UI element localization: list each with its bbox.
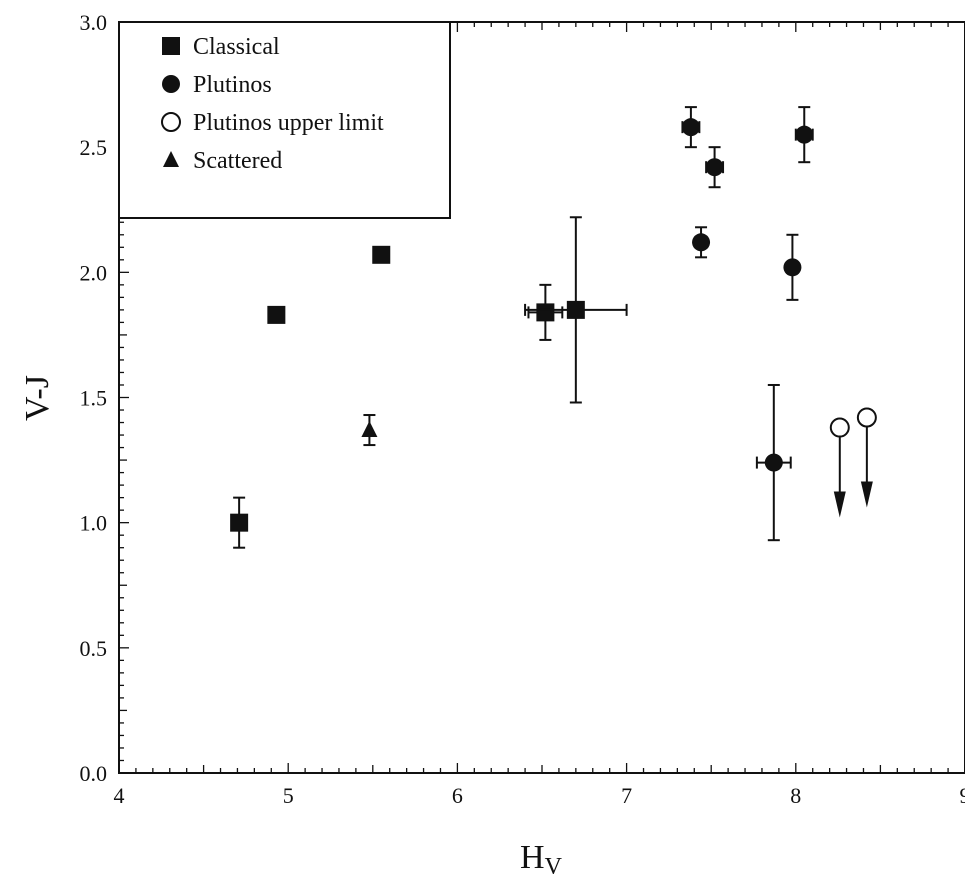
y-tick-label: 2.5 xyxy=(80,135,108,160)
x-tick-label: 9 xyxy=(960,783,965,808)
x-axis-title-main: H xyxy=(520,839,545,874)
legend-marker-circle-open xyxy=(161,112,181,132)
y-axis-title: V-J xyxy=(19,375,56,421)
x-tick-label: 8 xyxy=(790,783,801,808)
y-tick-label: 0.5 xyxy=(80,636,108,661)
legend: Classical Plutinos Plutinos upper limit Sca… xyxy=(118,21,451,219)
data-point-square-filled xyxy=(230,513,249,532)
data-point-circle-filled xyxy=(681,118,700,137)
legend-marker-triangle-filled xyxy=(163,151,179,167)
x-axis-title: HV xyxy=(520,839,563,874)
y-tick-label: 1.5 xyxy=(80,386,108,411)
x-tick-label: 5 xyxy=(283,783,294,808)
data-point-circle-open xyxy=(856,407,877,428)
data-point-circle-filled xyxy=(705,158,724,177)
x-tick-label: 7 xyxy=(621,783,632,808)
y-tick-label: 1.0 xyxy=(80,511,108,536)
y-tick-label: 2.0 xyxy=(80,260,108,285)
y-tick-label: 0.0 xyxy=(80,761,108,786)
legend-marker-circle-filled xyxy=(162,75,180,93)
legend-label: Plutinos xyxy=(193,72,272,98)
upper-limit-arrow-head xyxy=(833,491,846,518)
y-tick-label: 3.0 xyxy=(80,10,108,35)
data-point-square-filled xyxy=(372,245,391,264)
x-tick-label: 6 xyxy=(452,783,463,808)
legend-marker-square-filled xyxy=(162,37,180,55)
upper-limit-arrow-head xyxy=(860,481,873,508)
data-point-circle-filled xyxy=(783,258,802,277)
legend-label: Scattered xyxy=(193,148,282,174)
data-point-square-filled xyxy=(536,303,555,322)
legend-label: Classical xyxy=(193,34,280,60)
data-layer xyxy=(230,106,877,549)
data-point-circle-filled xyxy=(764,453,783,472)
data-point-square-filled xyxy=(566,300,585,319)
data-point-circle-open xyxy=(829,417,850,438)
x-axis-title-subscript: V xyxy=(545,854,563,874)
data-point-square-filled xyxy=(267,305,286,324)
data-point-circle-filled xyxy=(795,125,814,144)
legend-label: Plutinos upper limit xyxy=(193,110,384,136)
data-point-triangle-filled xyxy=(361,421,378,438)
data-point-circle-filled xyxy=(692,233,711,252)
x-tick-label: 4 xyxy=(114,783,125,808)
